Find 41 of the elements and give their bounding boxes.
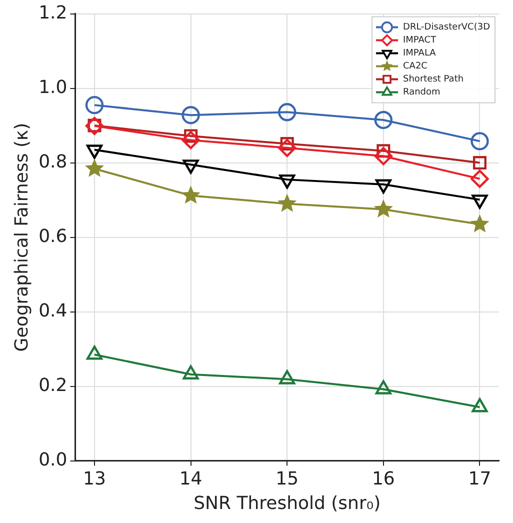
point: [182, 130, 200, 150]
legend-label: IMPACT: [403, 36, 437, 46]
point: [375, 380, 392, 394]
point: [472, 398, 488, 412]
point: [374, 110, 393, 130]
y-tick-label: 1.2: [38, 2, 68, 24]
y-axis-title: Geographical Fairness (κ): [11, 122, 32, 352]
x-tick-label: 13: [83, 468, 106, 490]
point: [181, 186, 200, 204]
point: [374, 146, 393, 166]
x-tick-label: 15: [276, 468, 299, 490]
point: [86, 346, 103, 360]
legend-label: CA2C: [403, 62, 428, 72]
x-tick-label: 17: [468, 468, 492, 490]
legend-label: DRL-DisasterVC(3D: [403, 22, 490, 33]
point: [278, 138, 296, 157]
y-tick-label: 0.2: [38, 374, 68, 396]
point: [182, 365, 199, 380]
x-axis-title: SNR Threshold (snr₀): [194, 492, 381, 514]
y-tick-label: 0.8: [38, 151, 68, 172]
y-tick-label: 0.6: [38, 226, 68, 247]
point: [182, 106, 200, 124]
y-tick-label: 0.4: [38, 300, 68, 322]
y-tick-label: 1.0: [38, 76, 68, 98]
point: [85, 96, 104, 114]
point: [470, 170, 489, 188]
point: [374, 199, 393, 218]
legend-label: IMPALA: [403, 48, 437, 59]
y-tick-label: 0.0: [38, 449, 68, 470]
point: [278, 103, 296, 122]
legend-label: Random: [403, 88, 440, 98]
x-tick-label: 14: [179, 468, 202, 490]
point: [278, 194, 297, 212]
point: [84, 158, 104, 177]
point: [470, 132, 489, 150]
point: [472, 156, 486, 170]
point: [470, 214, 490, 232]
point: [279, 370, 296, 384]
x-tick-label: 16: [372, 468, 395, 490]
legend-label: Shortest Path: [403, 74, 464, 85]
point: [85, 116, 104, 136]
